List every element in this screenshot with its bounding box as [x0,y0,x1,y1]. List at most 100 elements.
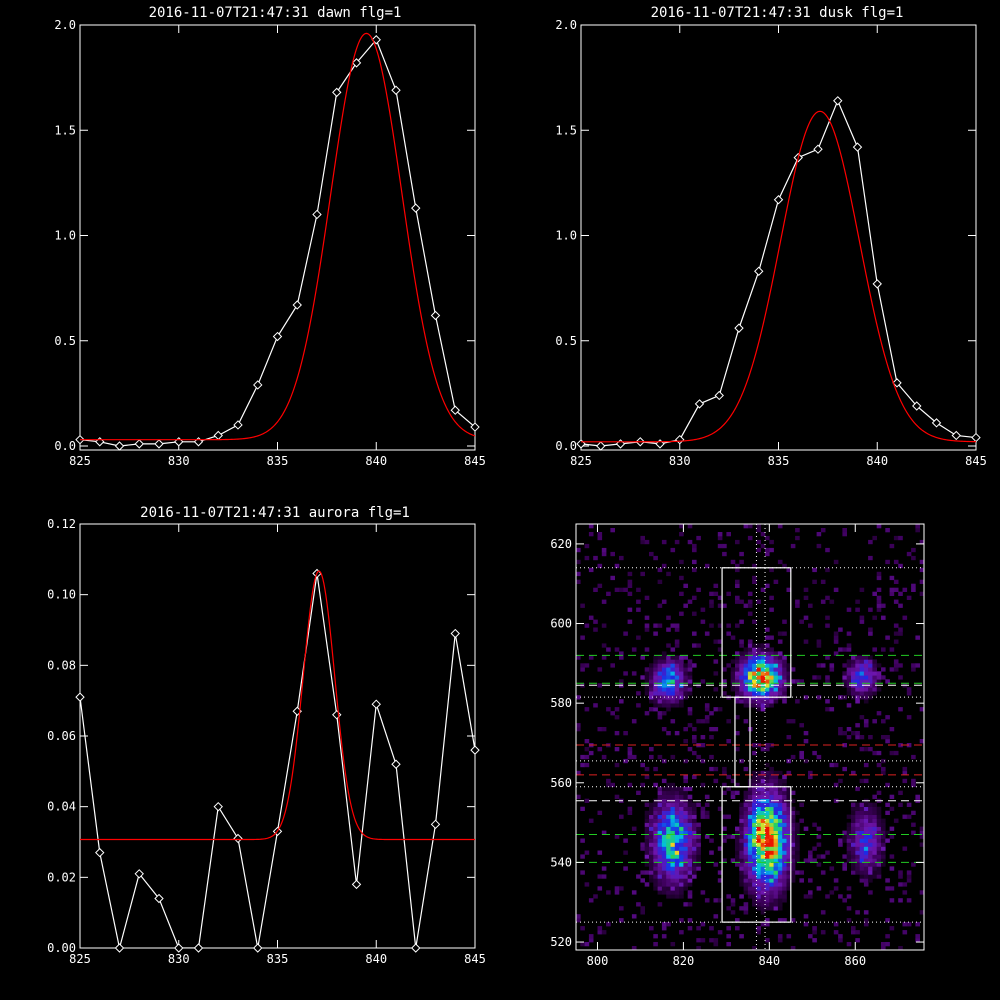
image-pixel [773,898,779,903]
image-pixel [893,818,899,823]
image-pixel [619,918,624,923]
image-pixel [661,655,667,660]
image-pixel [795,679,800,684]
image-pixel [782,687,787,692]
image-pixel [687,683,693,688]
image-pixel [679,699,684,704]
image-pixel [666,655,671,660]
image-pixel [636,599,641,604]
aurora-plot-title: 2016-11-07T21:47:31 aurora flg=1 [140,505,410,521]
image-pixel [863,838,869,843]
image-pixel [795,858,800,863]
image-pixel [674,890,680,895]
image-pixel [863,910,869,915]
image-pixel [782,679,787,684]
dawn-fit-curve [80,32,475,441]
image-pixel [782,898,787,903]
image-pixel [846,643,852,648]
image-pixel [782,846,787,851]
image-pixel [743,603,749,608]
image-pixel [829,890,835,895]
image-pixel [782,778,787,784]
image-pixel [666,786,671,792]
image-pixel [576,559,581,565]
image-pixel [679,667,684,672]
image-pixel [666,571,671,577]
image-pixel [649,874,654,879]
image-pixel [898,898,903,903]
image-pixel [743,691,749,696]
image-pixel [584,762,590,768]
image-pixel [885,918,890,923]
dusk-data-point [892,378,902,388]
image-pixel [773,894,779,899]
image-pixel [756,874,761,879]
image-pixel [898,535,903,541]
image-pixel [752,806,757,811]
image-pixel [700,782,706,788]
image-pixel [670,547,676,553]
image-pixel [588,818,594,823]
image-pixel [777,842,783,847]
image-pixel [739,683,744,688]
image-pixel [851,663,856,668]
image-pixel [760,922,766,927]
image-pixel [692,818,697,823]
image-pixel [812,750,817,756]
image-pixel [674,878,680,883]
image-pixel [674,687,680,692]
image-pixel [713,862,719,867]
image-pixel [769,826,774,831]
image-pixel [756,691,761,696]
image-pixel [876,675,882,680]
image-pixel [855,735,860,740]
image-pixel [653,850,658,855]
image-pixel [769,766,774,772]
image-pixel [790,842,796,847]
image-pixel [679,866,684,871]
image-pixel [709,599,714,604]
image-pixel [730,834,736,839]
image-pixel [674,894,680,899]
image-pixel [825,547,830,553]
image-pixel [661,850,667,855]
image-pixel [683,830,688,835]
aurora-data-point [411,943,421,953]
image-pixel [743,838,749,843]
image-pixel [881,667,886,672]
image-pixel [911,555,916,561]
image-pixel [661,866,667,871]
image-pixel [726,814,731,819]
image-pixel [649,683,654,688]
image-pixel [868,822,873,827]
image-pixel [683,838,688,843]
image-pixel [769,659,774,664]
image-pixel [859,818,865,823]
image-pixel [580,926,585,931]
image-pixel [679,882,684,887]
image-pixel [580,942,585,947]
image-pixel [855,814,860,819]
image-pixel [666,731,671,736]
image-pixel [657,850,663,855]
image-pixel [795,850,800,855]
image-pixel [752,946,757,951]
image-pixel [756,834,761,839]
image-pixel [859,862,865,867]
image-pixel [795,834,800,839]
image-pixel [679,894,684,899]
image-pixel [713,591,719,596]
image-pixel [640,842,645,847]
image-pixel [666,834,671,839]
image-pixel [687,539,693,545]
image-pixel [752,830,757,835]
image-pixel [816,854,822,859]
image-pixel [756,858,761,863]
image-pixel [790,834,796,839]
image-pixel [700,758,706,764]
image-pixel [752,647,757,652]
image-pixel [777,663,783,668]
image-pixel [743,663,749,668]
image-pixel [820,930,826,935]
image-pixel [752,814,757,819]
